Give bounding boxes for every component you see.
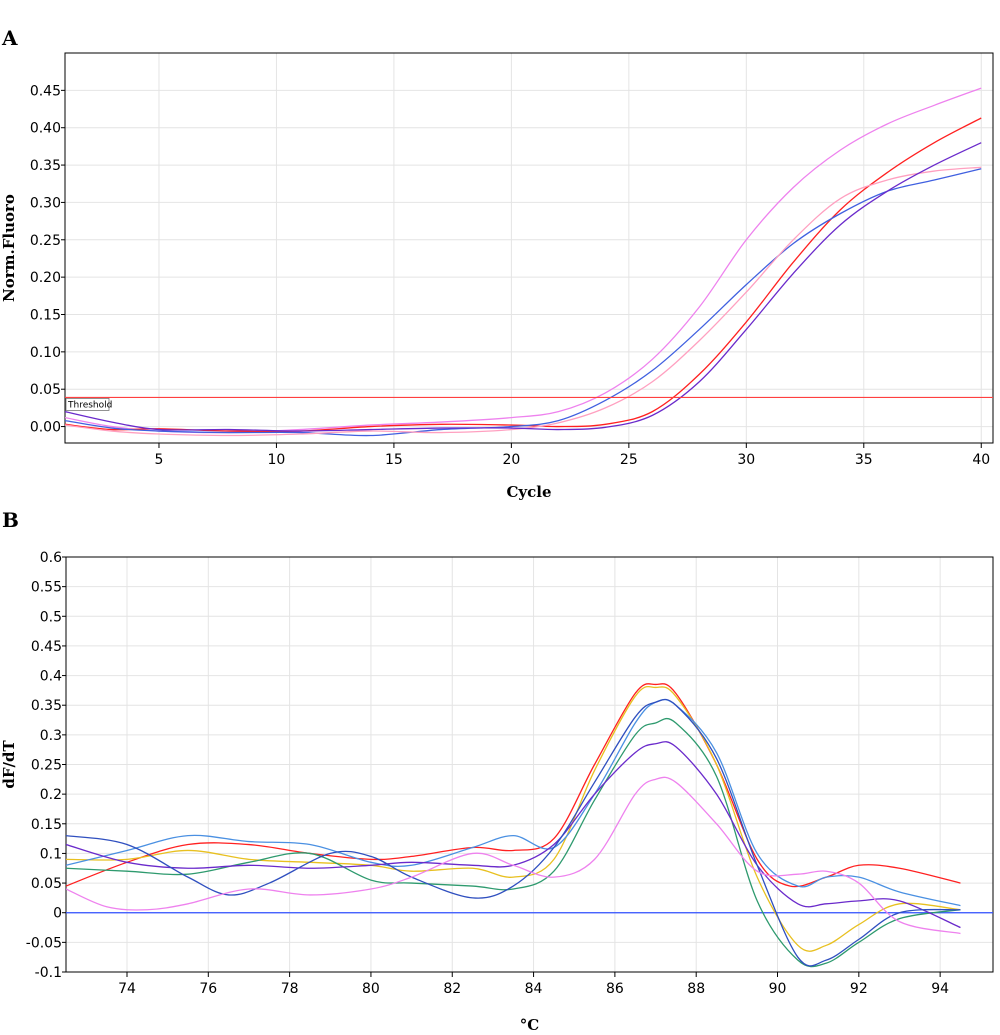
x-tick-label: 90 <box>769 981 787 997</box>
series-line-6 <box>66 698 961 967</box>
y-tick-label: 0.40 <box>30 121 61 137</box>
y-tick-label: 0.35 <box>30 158 61 174</box>
y-tick-label: 0.15 <box>31 817 62 833</box>
y-tick-label: 0.30 <box>30 195 61 211</box>
series-line-1 <box>65 87 982 434</box>
threshold-label: Threshold <box>67 400 112 410</box>
x-tick-label: 76 <box>199 981 217 997</box>
x-tick-label: 86 <box>606 981 624 997</box>
y-tick-label: 0.25 <box>30 233 61 249</box>
y-tick-label: 0.55 <box>31 580 62 596</box>
plot-area <box>66 683 993 968</box>
y-tick-label: 0.25 <box>31 758 62 774</box>
series-line-4 <box>65 166 982 437</box>
x-tick-label: 5 <box>155 452 164 468</box>
series-line-7 <box>66 776 961 935</box>
chart-panel-a: 5 10 15 20 25 30 35 40 0.00 0.05 0.10 0.15 0.20 0.25 0… <box>0 52 994 501</box>
series-line-2 <box>65 117 982 433</box>
series-line-3 <box>65 168 982 437</box>
series-line-4 <box>66 717 961 968</box>
y-tick-label: 0.05 <box>31 876 62 892</box>
x-axis-title: Cycle <box>506 483 551 501</box>
y-axis-title: Norm.Fluoro <box>0 194 18 302</box>
y-tick-label: 0.6 <box>40 550 62 566</box>
series-line-3 <box>66 698 961 907</box>
x-tick-label: 40 <box>972 452 990 468</box>
y-tick-label: 0.20 <box>30 270 61 286</box>
series-line-2 <box>66 685 961 952</box>
chart-panel-b: 74 76 78 80 82 84 86 88 90 92 94 -0.1 -0.05 0 0.05 0.1 0… <box>0 550 994 1034</box>
y-tick-label: 0.1 <box>40 846 62 862</box>
x-tick-label: 25 <box>620 452 638 468</box>
threshold-label-box <box>65 398 110 411</box>
x-tick-label: 80 <box>362 981 380 997</box>
plot-area <box>65 87 982 437</box>
y-tick-label: 0.15 <box>30 307 61 323</box>
x-tick-label: 30 <box>737 452 755 468</box>
y-tick-label: 0.2 <box>40 787 62 803</box>
panel-a-label: A <box>2 26 18 50</box>
y-tick-label: -0.1 <box>35 965 62 981</box>
series-line-1 <box>66 683 961 888</box>
x-tick-label: 15 <box>385 452 403 468</box>
y-tick-label: 0.3 <box>40 728 62 744</box>
plot-frame <box>64 52 994 444</box>
y-tick-label: 0.45 <box>30 83 61 99</box>
x-tick-label: 94 <box>931 981 949 997</box>
y-tick-label: -0.05 <box>26 935 62 951</box>
x-axis-title: °C <box>520 1016 540 1034</box>
y-tick-label: 0.35 <box>31 698 62 714</box>
y-tick-label: 0 <box>53 906 62 922</box>
y-tick-label: 0.05 <box>30 382 61 398</box>
y-tick-label: 0.4 <box>40 669 62 685</box>
series-line-5 <box>66 741 961 929</box>
y-axis-title: dF/dT <box>0 740 18 789</box>
x-tick-label: 35 <box>855 452 873 468</box>
x-tick-label: 82 <box>443 981 461 997</box>
y-tick-label: 0.10 <box>30 345 61 361</box>
y-tick-label: 0.00 <box>30 420 61 436</box>
x-tick-label: 20 <box>502 452 520 468</box>
panel-b-label: B <box>2 508 19 532</box>
x-tick-label: 88 <box>687 981 705 997</box>
series-line-5 <box>65 142 982 432</box>
x-tick-label: 92 <box>850 981 868 997</box>
y-tick-label: 0.45 <box>31 639 62 655</box>
x-tick-label: 74 <box>118 981 136 997</box>
x-tick-label: 78 <box>281 981 299 997</box>
y-tick-label: 0.5 <box>40 609 62 625</box>
x-tick-label: 84 <box>525 981 543 997</box>
x-tick-label: 10 <box>268 452 286 468</box>
